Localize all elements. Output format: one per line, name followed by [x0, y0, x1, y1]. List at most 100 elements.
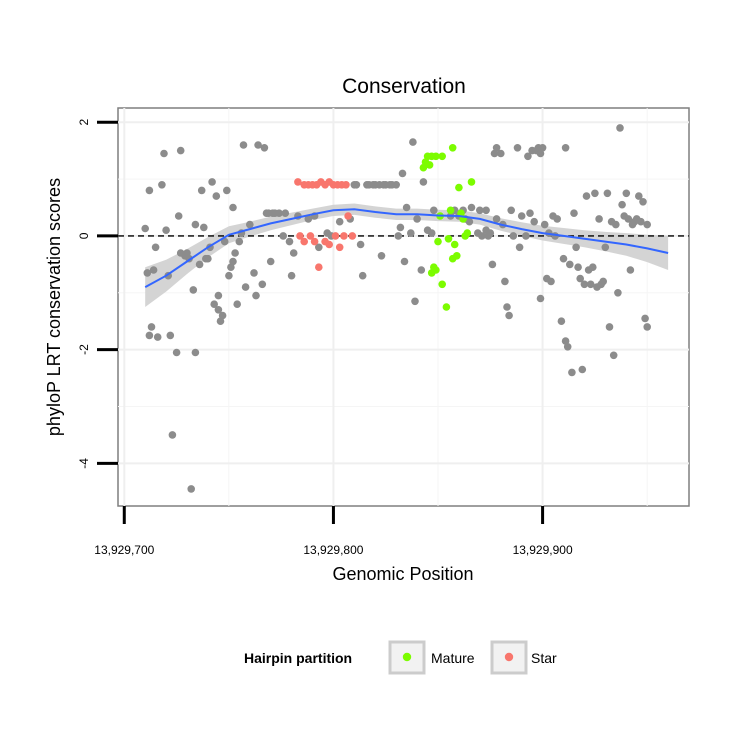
data-point-other: [599, 277, 607, 286]
x-tick-label: 13,929,700: [94, 543, 154, 557]
data-point-star: [335, 243, 344, 252]
data-point-other: [419, 178, 428, 186]
data-point-mature: [448, 144, 457, 152]
data-point-other: [505, 311, 513, 320]
data-point-other: [233, 300, 241, 309]
data-point-other: [275, 209, 283, 217]
data-point-other: [191, 348, 200, 357]
data-point-other: [536, 149, 545, 158]
data-point-other: [153, 333, 162, 341]
data-point-other: [352, 181, 361, 189]
legend-dot-mature: [402, 652, 412, 662]
data-point-other: [235, 237, 244, 246]
data-point-other: [358, 271, 367, 280]
data-point-other: [200, 223, 208, 232]
data-point-other: [315, 243, 323, 252]
data-point-other: [281, 209, 290, 217]
data-point-other: [624, 215, 633, 223]
data-point-other: [151, 243, 160, 252]
data-point-other: [266, 257, 275, 266]
y-tick-label: 2: [77, 119, 91, 126]
data-point-other: [285, 237, 294, 246]
data-point-other: [158, 181, 166, 189]
data-point-other: [553, 215, 561, 223]
legend-item-star: Star: [490, 640, 557, 675]
data-point-other: [530, 217, 538, 226]
data-point-other: [635, 192, 643, 200]
data-point-other: [490, 149, 499, 158]
legend-label-star: Star: [531, 650, 557, 666]
data-point-other: [417, 266, 426, 274]
data-point-mature: [434, 237, 442, 246]
data-point-star: [306, 232, 315, 240]
data-point-star: [315, 263, 323, 272]
data-point-other: [586, 280, 595, 289]
data-point-other: [563, 343, 572, 351]
data-point-other: [574, 263, 582, 272]
smooth-line: [144, 208, 669, 288]
y-axis: 2 0 -2 -4: [77, 119, 118, 469]
data-point-other: [246, 220, 254, 229]
data-point-other: [572, 243, 580, 252]
data-point-other: [141, 224, 149, 233]
y-tick-label: -4: [77, 458, 91, 469]
data-point-other: [176, 146, 185, 155]
data-point-other: [225, 271, 233, 280]
data-point-other: [503, 303, 511, 311]
data-point-other: [396, 223, 405, 232]
data-point-other: [566, 260, 574, 269]
data-point-other: [239, 141, 248, 149]
data-point-mature: [438, 152, 447, 161]
data-point-other: [254, 141, 262, 149]
data-point-other: [174, 212, 183, 220]
data-point-star: [348, 232, 357, 240]
data-point-star: [294, 178, 302, 186]
data-point-other: [603, 189, 612, 198]
plot-background: [117, 107, 690, 507]
data-point-other: [639, 198, 647, 206]
data-point-other: [216, 317, 225, 326]
data-point-other: [241, 283, 250, 291]
data-point-other: [223, 186, 231, 195]
data-point-other: [513, 144, 522, 152]
data-point-other: [407, 229, 415, 237]
data-point-other: [492, 215, 501, 223]
smooth-confidence-ribbon: [145, 203, 669, 307]
data-point-other: [580, 280, 589, 289]
y-tick-label: -2: [77, 344, 91, 355]
data-point-other: [601, 243, 610, 252]
data-point-other: [637, 217, 645, 226]
data-point-other: [482, 206, 490, 215]
chart-title: Conservation: [342, 75, 466, 98]
plot-panel: [117, 107, 690, 507]
data-point-other: [162, 226, 170, 234]
x-tick-label: 13,929,900: [513, 543, 573, 557]
data-point-other: [214, 306, 223, 314]
data-point-other: [568, 368, 576, 377]
smooth-line-layer: [144, 208, 669, 288]
data-point-other: [524, 152, 532, 161]
data-point-mature: [419, 163, 428, 172]
data-point-other: [576, 274, 584, 283]
data-point-other: [304, 215, 313, 223]
data-point-star: [342, 181, 350, 189]
data-point-other: [204, 254, 212, 263]
data-point-mature: [442, 303, 451, 311]
data-point-other: [145, 186, 154, 195]
data-point-other: [229, 257, 237, 266]
legend-dot-star: [504, 652, 514, 662]
data-point-other: [210, 300, 218, 309]
data-point-other: [561, 337, 570, 345]
data-point-star: [344, 212, 352, 220]
data-point-other: [231, 249, 239, 257]
data-point-other: [160, 149, 168, 158]
data-point-other: [356, 240, 365, 249]
data-point-other: [191, 220, 200, 229]
data-point-other: [643, 220, 651, 229]
data-point-other: [605, 323, 614, 331]
legend-item-mature: Mature: [388, 640, 475, 675]
data-point-other: [488, 260, 497, 269]
data-point-star: [300, 237, 309, 246]
data-point-other: [486, 229, 495, 237]
